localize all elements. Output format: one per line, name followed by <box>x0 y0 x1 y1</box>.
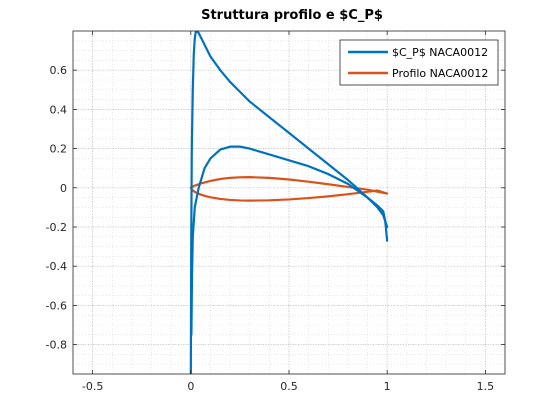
y-tick-label: -0.2 <box>46 221 67 234</box>
legend-label-cp: $C_P$ NACA0012 <box>392 46 488 59</box>
x-tick-label: 0 <box>187 380 194 393</box>
y-tick-label: -0.8 <box>46 339 67 352</box>
major-grid <box>73 31 505 374</box>
y-tick-label: 0.2 <box>50 143 68 156</box>
legend-box <box>339 39 499 86</box>
x-tick-labels: -0.5 0 0.5 1 1.5 <box>82 380 494 393</box>
legend-label-profilo: Profilo NACA0012 <box>392 67 488 80</box>
y-tick-labels: -0.8 -0.6 -0.4 -0.2 0 0.2 0.4 0.6 <box>46 64 67 351</box>
y-tick-label: 0 <box>60 182 67 195</box>
x-tick-label: -0.5 <box>82 380 103 393</box>
y-tick-label: 0.6 <box>50 64 68 77</box>
legend: $C_P$ NACA0012 Profilo NACA0012 <box>339 39 499 86</box>
y-tick-label: -0.6 <box>46 299 67 312</box>
data-layer <box>189 31 389 374</box>
x-tick-label: 1 <box>384 380 391 393</box>
x-tick-label: 0.5 <box>280 380 298 393</box>
tick-marks <box>73 31 505 374</box>
chart-title: Struttura profilo e $C_P$ <box>201 8 383 23</box>
y-tick-label: -0.4 <box>46 260 67 273</box>
y-tick-label: 0.4 <box>50 103 68 116</box>
cp-curve-branch-1 <box>190 145 389 336</box>
x-tick-label: 1.5 <box>477 380 495 393</box>
